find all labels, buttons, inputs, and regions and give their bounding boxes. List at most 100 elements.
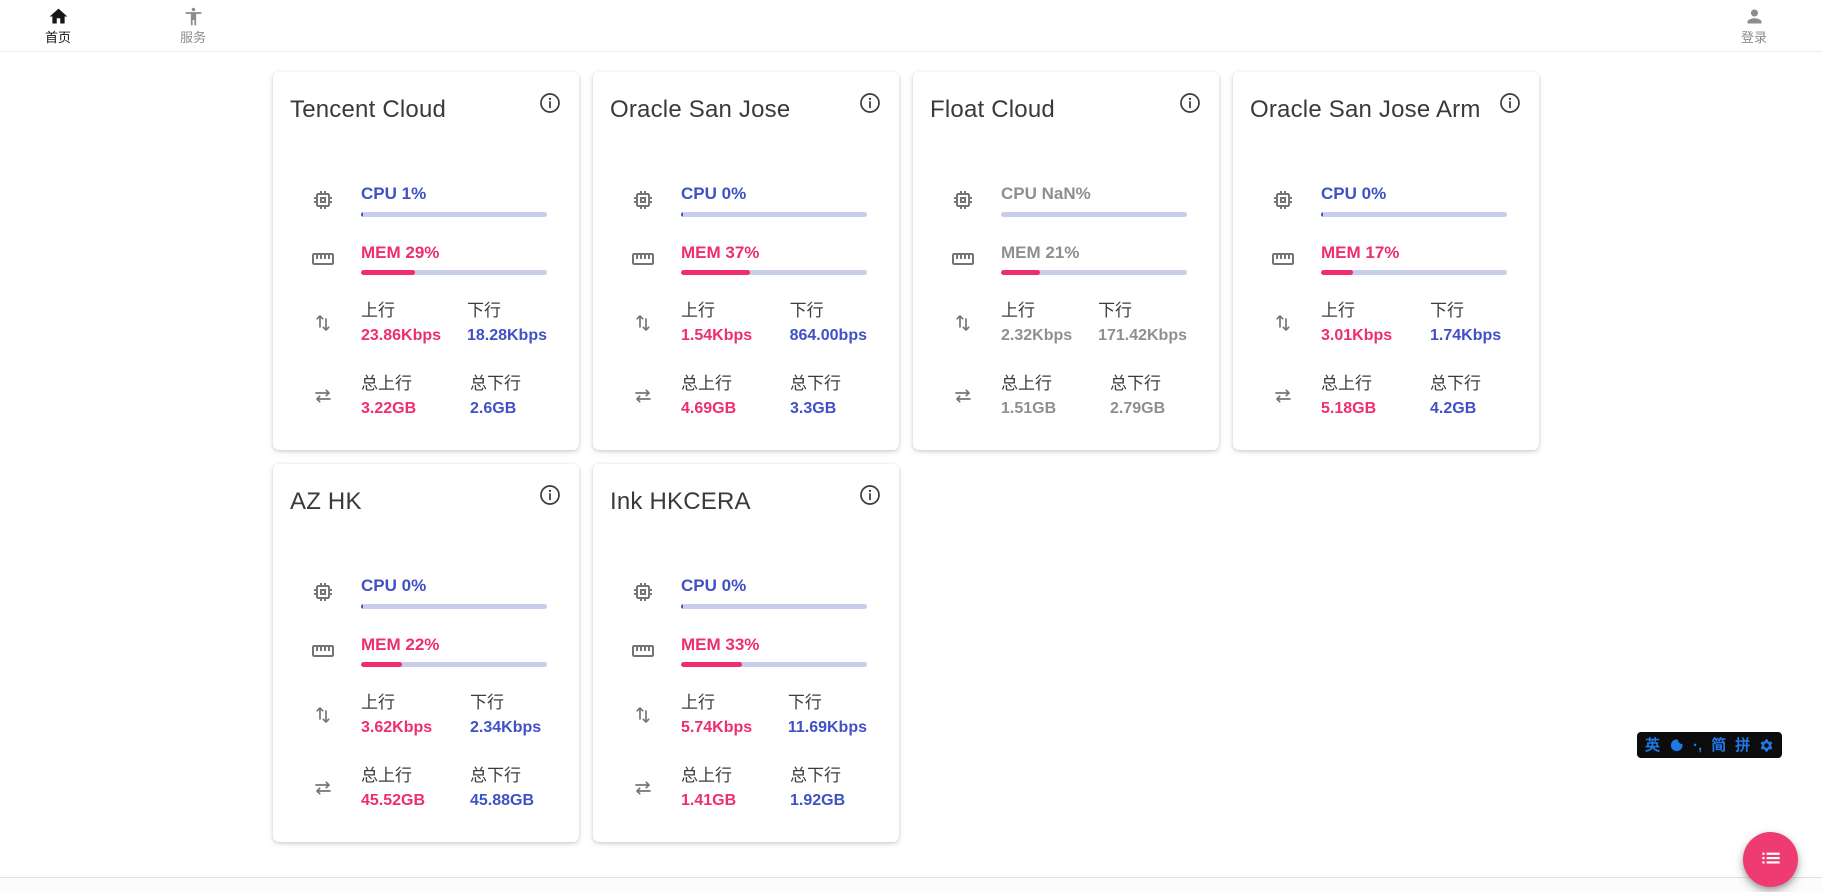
- cpu-row: CPU 0%: [631, 184, 882, 217]
- total-traffic-row: 总上行 1.41GB 总下行 1.92GB: [631, 766, 882, 811]
- mem-progress-fill: [361, 662, 402, 668]
- server-card-az-hk: AZ HK CPU 0% MEM 22%: [273, 464, 579, 842]
- cpu-progress-bar: [1321, 211, 1507, 217]
- nav-item-services[interactable]: 服务: [161, 6, 225, 46]
- cpu-chip-icon: [311, 580, 335, 604]
- swap-horizontal-icon: [311, 384, 335, 408]
- total-download-value: 2.79GB: [1110, 400, 1166, 418]
- cpu-usage-label: CPU 0%: [361, 576, 427, 595]
- ime-punctuation-toggle[interactable]: ·,: [1693, 736, 1703, 754]
- cpu-chip-icon: [951, 188, 975, 212]
- ime-toolbar: 英 ·, 简 拼: [1637, 732, 1783, 758]
- net-speed-row: 上行 3.01Kbps 下行 1.74Kbps: [1271, 301, 1522, 346]
- download-speed-value: 1.74Kbps: [1430, 327, 1502, 345]
- download-label: 下行: [470, 693, 504, 713]
- accessibility-person-icon: [183, 6, 204, 27]
- total-download-value: 1.92GB: [790, 792, 846, 810]
- mem-progress-fill: [681, 270, 750, 276]
- nav-home-label: 首页: [44, 30, 71, 45]
- server-card-float-cloud: Float Cloud CPU NaN% MEM 21%: [913, 72, 1219, 450]
- up-down-arrows-icon: [631, 311, 655, 335]
- up-down-arrows-icon: [311, 703, 335, 727]
- mem-progress-fill: [1001, 270, 1041, 276]
- info-icon[interactable]: [1498, 91, 1522, 120]
- total-download-value: 2.6GB: [470, 400, 517, 418]
- total-upload-value: 45.52GB: [361, 792, 426, 810]
- mem-usage-label: MEM 21%: [1001, 242, 1080, 262]
- mem-progress-bar: [361, 270, 547, 276]
- upload-label: 上行: [361, 693, 395, 713]
- total-upload-label: 总上行: [361, 765, 412, 785]
- mem-usage-label: MEM 37%: [681, 242, 760, 262]
- server-card-oracle-san-jose: Oracle San Jose CPU 0% MEM 37%: [593, 72, 899, 450]
- upload-speed-value: 2.32Kbps: [1001, 327, 1073, 345]
- swap-horizontal-icon: [631, 384, 655, 408]
- info-icon[interactable]: [538, 91, 562, 120]
- mem-progress-bar: [1001, 270, 1187, 276]
- upload-label: 上行: [1321, 301, 1355, 321]
- home-icon: [48, 6, 69, 27]
- cpu-row: CPU NaN%: [951, 184, 1202, 217]
- cpu-chip-icon: [631, 580, 655, 604]
- cpu-usage-label: CPU 1%: [361, 184, 427, 203]
- upload-speed-value: 3.62Kbps: [361, 719, 433, 737]
- cpu-progress-fill: [681, 603, 683, 609]
- mem-progress-bar: [1321, 270, 1507, 276]
- cpu-progress-fill: [361, 211, 363, 217]
- list-icon: [1758, 844, 1784, 875]
- net-speed-row: 上行 23.86Kbps 下行 18.28Kbps: [311, 301, 562, 346]
- mem-progress-fill: [681, 662, 743, 668]
- memory-ruler-icon: [631, 247, 655, 271]
- total-download-label: 总下行: [790, 765, 841, 785]
- top-navbar: 首页 服务 登录: [0, 0, 1822, 52]
- cpu-progress-bar: [361, 211, 547, 217]
- server-name: AZ HK: [290, 488, 362, 515]
- ime-scheme-toggle[interactable]: 拼: [1735, 736, 1751, 754]
- memory-ruler-icon: [951, 247, 975, 271]
- total-upload-value: 5.18GB: [1321, 400, 1377, 418]
- download-speed-value: 11.69Kbps: [787, 719, 867, 737]
- info-icon[interactable]: [858, 91, 882, 120]
- nav-services-label: 服务: [179, 30, 206, 45]
- nav-login-label: 登录: [1740, 30, 1767, 45]
- info-icon[interactable]: [1178, 91, 1202, 120]
- server-name: Ink HKCERA: [610, 488, 751, 515]
- mem-progress-bar: [681, 270, 867, 276]
- cpu-chip-icon: [631, 188, 655, 212]
- cpu-row: CPU 0%: [311, 576, 562, 609]
- total-upload-value: 1.41GB: [681, 792, 737, 810]
- upload-label: 上行: [1001, 301, 1035, 321]
- gear-icon[interactable]: [1759, 738, 1774, 753]
- memory-ruler-icon: [311, 247, 335, 271]
- total-download-value: 3.3GB: [790, 400, 837, 418]
- info-icon[interactable]: [858, 483, 882, 512]
- server-name: Tencent Cloud: [290, 96, 447, 123]
- cpu-progress-bar: [681, 603, 867, 609]
- server-card-tencent-cloud: Tencent Cloud CPU 1% MEM 29%: [273, 72, 579, 450]
- net-speed-row: 上行 2.32Kbps 下行 171.42Kbps: [951, 301, 1202, 346]
- moon-icon[interactable]: [1669, 738, 1684, 753]
- info-icon[interactable]: [538, 483, 562, 512]
- server-list-fab-button[interactable]: [1743, 832, 1798, 887]
- nav-item-login[interactable]: 登录: [1722, 6, 1786, 46]
- total-upload-label: 总上行: [1321, 373, 1372, 393]
- ime-language-toggle[interactable]: 英: [1645, 736, 1661, 754]
- mem-row: MEM 33%: [631, 635, 882, 668]
- ime-simplified-toggle[interactable]: 简: [1711, 736, 1727, 754]
- swap-horizontal-icon: [631, 776, 655, 800]
- memory-ruler-icon: [631, 639, 655, 663]
- mem-row: MEM 17%: [1271, 243, 1522, 276]
- server-name: Float Cloud: [930, 96, 1055, 123]
- nav-item-home[interactable]: 首页: [26, 6, 90, 46]
- mem-progress-fill: [1321, 270, 1353, 276]
- up-down-arrows-icon: [1271, 311, 1295, 335]
- server-card-ink-hkcera: Ink HKCERA CPU 0% MEM 33%: [593, 464, 899, 842]
- upload-label: 上行: [681, 693, 715, 713]
- download-label: 下行: [789, 301, 824, 321]
- total-upload-value: 1.51GB: [1001, 400, 1057, 418]
- cpu-progress-fill: [681, 211, 683, 217]
- server-name: Oracle San Jose Arm: [1250, 96, 1481, 123]
- cpu-row: CPU 1%: [311, 184, 562, 217]
- download-speed-value: 171.42Kbps: [1098, 327, 1187, 345]
- total-traffic-row: 总上行 4.69GB 总下行 3.3GB: [631, 374, 882, 419]
